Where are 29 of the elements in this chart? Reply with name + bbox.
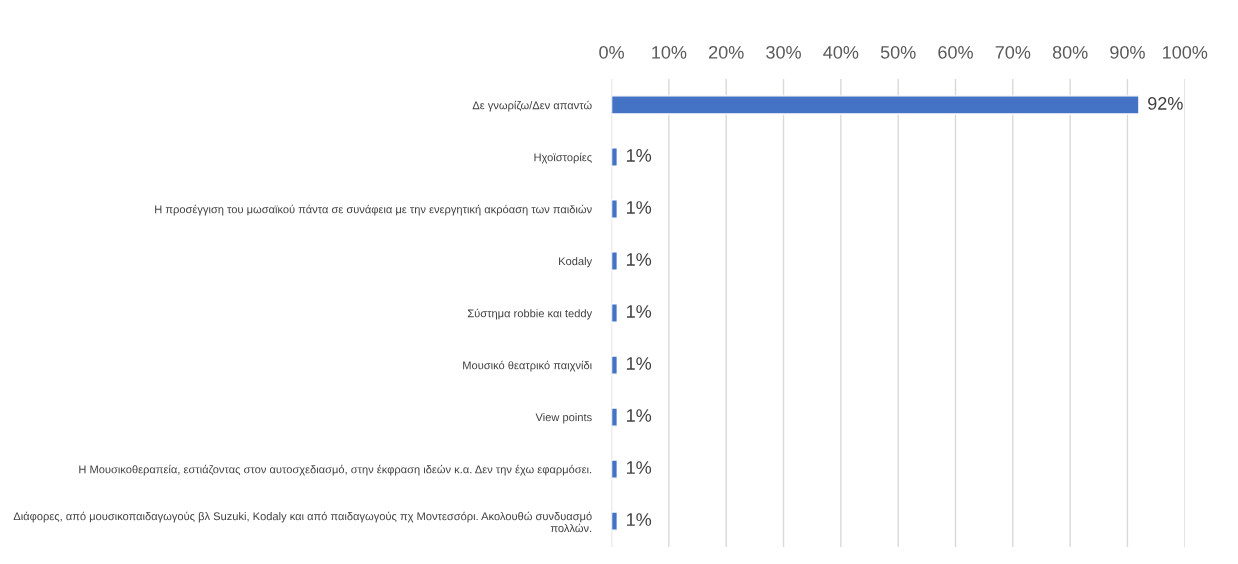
data-label: 1% bbox=[627, 149, 652, 162]
data-label: 1% bbox=[627, 409, 652, 422]
data-label: 92% bbox=[1148, 97, 1183, 110]
y-tick-label: Μουσικό θεατρικό παιχνίδι bbox=[463, 360, 592, 372]
y-tick-label: Kodaly bbox=[559, 256, 593, 268]
data-label: 1% bbox=[627, 305, 652, 318]
x-tick-label: 90% bbox=[1110, 45, 1145, 59]
data-label: 1% bbox=[627, 461, 652, 474]
x-tick-label: 40% bbox=[823, 45, 859, 59]
x-tick-label: 0% bbox=[599, 45, 624, 59]
y-tick-label: Δε γνωρίζω/Δεν απαντώ bbox=[472, 100, 592, 112]
x-tick-label: 30% bbox=[766, 45, 801, 59]
x-tick-label: 100% bbox=[1163, 45, 1208, 59]
x-tick-label: 10% bbox=[652, 45, 687, 59]
y-tick-label: Η προσέγγιση του μωσαϊκού πάντα σε συνάφεια με την ενεργητική ακρόαση των παιδιών bbox=[155, 204, 592, 216]
x-tick-label: 80% bbox=[1052, 45, 1088, 59]
y-tick-label: View points bbox=[535, 413, 592, 424]
y-tick-label: Ηχοϊστορίες bbox=[534, 152, 592, 164]
x-tick-label: 50% bbox=[880, 45, 916, 59]
data-label: 1% bbox=[627, 201, 652, 214]
y-tick-label: Διάφορες, από μουσικοπαιδαγωγούς βλ Suzuki, Kodaly και από παιδαγωγούς πχ Μοντεσσόρι. Ακολουθώ συνδυασμό πολλών. bbox=[13, 511, 592, 533]
y-tick-label: Σύστημα robbie και teddy bbox=[467, 308, 593, 320]
data-label: 1% bbox=[627, 357, 652, 370]
y-tick-label: Η Μουσικοθεραπεία, εστιάζοντας στον αυτοσχεδιασμό, στην έκφραση ιδεών κ.α. Δεν την έχω εφαρμόσει. bbox=[79, 464, 592, 476]
x-tick-label: 60% bbox=[938, 45, 973, 59]
data-label: 1% bbox=[627, 253, 652, 266]
data-label: 1% bbox=[627, 513, 652, 526]
x-tick-label: 20% bbox=[709, 45, 744, 59]
x-tick-label: 70% bbox=[995, 45, 1031, 59]
